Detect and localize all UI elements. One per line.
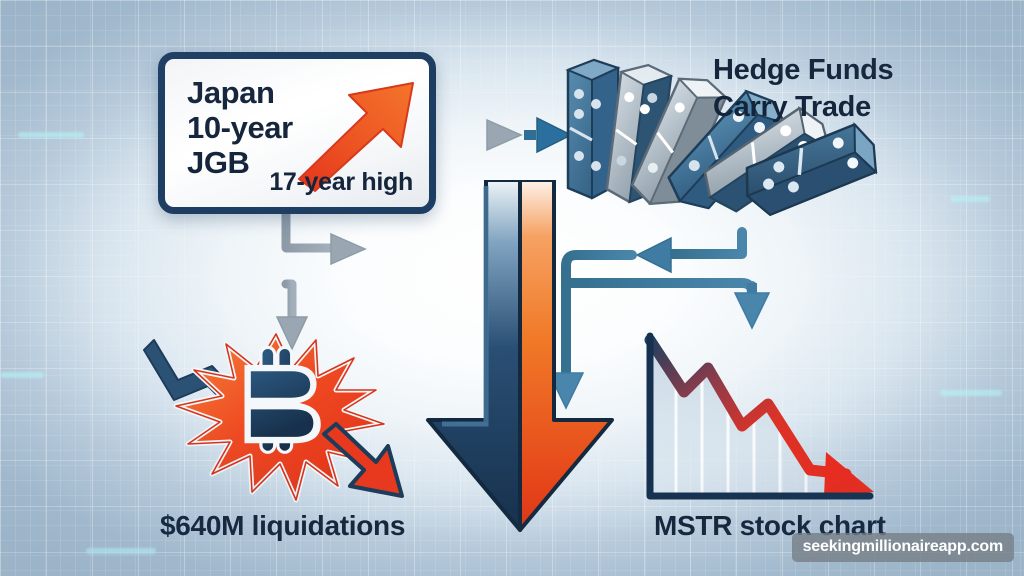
background-accent-dash [86, 548, 156, 554]
arrowhead-blue-left-icon [635, 236, 672, 274]
connector-jgb-elbow-right [281, 209, 335, 253]
arrowhead-gray-right-icon [330, 232, 367, 266]
stock-axes [646, 332, 874, 500]
bitcoin-explosion-icon [143, 331, 404, 503]
background-accent-dash [0, 372, 44, 378]
jgb-card-subtitle: 17-year high [269, 168, 413, 196]
stock-gridlines [674, 374, 834, 494]
bitcoin-down-arrow-icon [322, 422, 404, 498]
watermark: seekingmillionaireapp.com [791, 533, 1014, 562]
hedge-label-line-2: Carry Trade [713, 91, 871, 124]
connector-dominoes-to-center [561, 250, 637, 377]
jgb-card: Japan 10-year JGB 17-year high [158, 52, 436, 214]
arrowhead-blue-down-icon [547, 372, 585, 410]
background-accent-dash [950, 196, 990, 202]
arrowhead-blue-down-icon [733, 292, 771, 330]
jgb-title-line-2: 10-year [187, 110, 293, 146]
bitcoin-symbol-icon [244, 345, 321, 454]
declining-stock-chart-icon [644, 332, 874, 500]
arrowhead-gray-right-icon [486, 118, 523, 152]
hedge-funds-label: Hedge Funds Carry Trade [713, 52, 894, 126]
arrow-right-half [518, 180, 614, 532]
liquidations-label: $640M liquidations [160, 510, 406, 541]
arrowhead-blue-right-icon [536, 116, 573, 154]
background-accent-dash [940, 390, 1002, 396]
large-down-arrow-icon [426, 180, 614, 532]
domino-tile-6 [745, 121, 878, 216]
red-up-arrow-icon [298, 82, 414, 192]
connector-dominoes-leftward [667, 227, 747, 259]
hedge-label-line-1: Hedge Funds [713, 54, 894, 86]
falling-dominoes-icon [565, 58, 878, 216]
background-accent-dash [18, 132, 84, 138]
arrow-left-half [426, 180, 522, 532]
stock-trend-line [644, 334, 852, 480]
arrowhead-gray-down-icon [275, 316, 309, 351]
jgb-title-line-1: Japan [187, 75, 275, 110]
jgb-title-line-3: JGB [187, 145, 250, 181]
jgb-card-title: Japan 10-year JGB [187, 75, 293, 180]
arrow-inner-highlight [442, 186, 489, 427]
stock-arrowhead-main-icon [824, 452, 874, 496]
connector-jgb-to-bitcoin [281, 279, 297, 321]
explosion-burst-outline [175, 333, 385, 501]
